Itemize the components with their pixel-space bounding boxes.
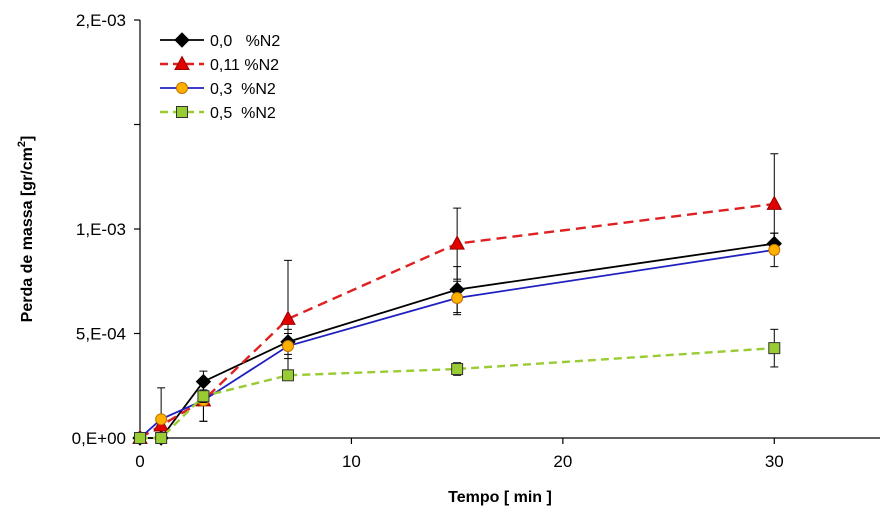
data-point-triangle: [766, 195, 783, 210]
data-point-square: [134, 432, 146, 444]
legend-item: 0,0 %N2: [160, 32, 280, 50]
data-point-square: [282, 369, 294, 382]
legend-label: 0,0 %N2: [210, 33, 280, 50]
data-point-circle: [282, 340, 294, 353]
y-tick-label: 0,E+00: [72, 429, 126, 448]
data-point-square: [197, 390, 210, 403]
data-point-diamond: [174, 32, 190, 48]
legend: 0,0 %N2 0,11 %N2 0,3 %N2 0,5 %N2: [160, 32, 280, 122]
x-tick-label: 20: [553, 452, 572, 471]
legend-item: 0,5 %N2: [160, 105, 276, 122]
data-point-square: [768, 342, 781, 355]
x-tick-label: 30: [765, 452, 784, 471]
x-tick-label: 10: [342, 452, 361, 471]
x-axis-title: Tempo [ min ]: [448, 489, 552, 506]
y-axis-title-main: Perda de massa [gr/cm: [19, 147, 36, 322]
x-tick-label: 0: [135, 452, 144, 471]
legend-item: 0,3 %N2: [160, 81, 276, 98]
data-point-triangle: [174, 55, 190, 70]
data-point-circle: [176, 82, 188, 94]
data-point-circle: [768, 243, 781, 256]
legend-label: 0,11 %N2: [210, 57, 279, 74]
y-tick-label: 1,E-03: [76, 220, 126, 239]
y-axis-title: Perda de massa [gr/cm2]: [16, 136, 36, 323]
data-point-triangle: [280, 310, 296, 325]
y-axis-title-end: ]: [19, 136, 36, 141]
data-point-square: [176, 106, 188, 118]
data-point-circle: [451, 291, 464, 304]
data-point-square: [451, 363, 464, 376]
series-layer: [132, 153, 783, 446]
y-tick-label: 2,E-03: [76, 11, 126, 30]
y-axis-title-superscript: 2: [16, 141, 28, 147]
data-point-square: [155, 432, 168, 444]
legend-label: 0,5 %N2: [210, 105, 276, 122]
x-axis-ticks: 0 10 20 30: [135, 438, 784, 471]
series-line: [140, 346, 775, 440]
legend-label: 0,3 %N2: [210, 81, 276, 98]
series-3: [134, 328, 781, 444]
y-axis-ticks: 0,E+00 5,E-04 1,E-03 2,E-03: [72, 11, 140, 448]
y-tick-label: 5,E-04: [76, 325, 126, 344]
data-point-triangle: [449, 235, 465, 250]
legend-item: 0,11 %N2: [160, 55, 279, 74]
data-point-circle: [155, 413, 168, 426]
